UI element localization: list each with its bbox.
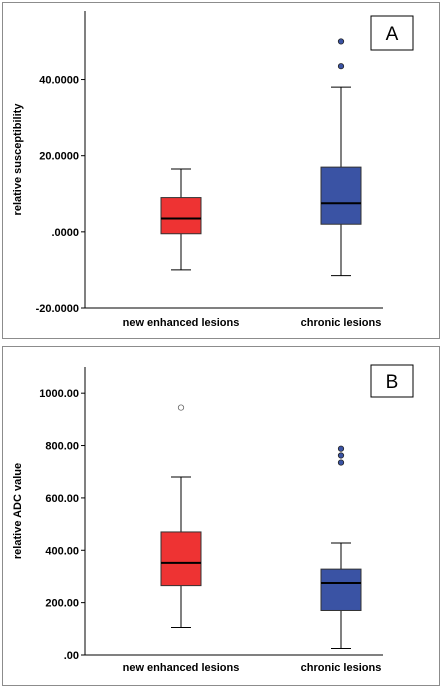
panel-letter: B xyxy=(386,372,399,393)
y-tick-label: -20.0000 xyxy=(36,303,79,315)
iqr-box xyxy=(160,531,202,587)
boxplot-a: -20.0000 .0000 20.0000 40.0000 relative susc… xyxy=(12,11,414,329)
y-axis-label: relative ADC value xyxy=(12,463,24,559)
box-group xyxy=(320,38,362,277)
iqr-box xyxy=(160,197,202,235)
panel-letter-box xyxy=(370,15,414,51)
box-group xyxy=(160,404,202,629)
chart-panel-b: .00 200.00 400.00 600.00 800.00 1000.00 relati… xyxy=(2,346,440,686)
y-tick-label: .00 xyxy=(64,650,79,662)
y-tick-label: 400.00 xyxy=(45,545,79,557)
category-label: new enhanced lesions xyxy=(123,317,240,329)
outlier-point xyxy=(337,452,345,459)
y-tick-label: 600.00 xyxy=(45,493,79,505)
category-label: new enhanced lesions xyxy=(123,662,240,674)
iqr-box xyxy=(320,568,362,611)
y-tick-label: 20.0000 xyxy=(39,151,79,163)
chart-panel-a: -20.0000 .0000 20.0000 40.0000 relative susc… xyxy=(2,2,440,339)
y-tick-label: 1000.00 xyxy=(39,388,79,400)
y-axis-label: relative susceptibility xyxy=(12,103,24,216)
y-tick-label: .0000 xyxy=(51,227,79,239)
iqr-box xyxy=(320,166,362,225)
box-group xyxy=(160,168,202,271)
outlier-point xyxy=(337,459,345,466)
boxplot-b: .00 200.00 400.00 600.00 800.00 1000.00 relati… xyxy=(12,364,414,674)
outlier-point xyxy=(337,38,345,45)
y-tick-label: 40.0000 xyxy=(39,75,79,87)
category-label: chronic lesions xyxy=(301,317,382,329)
y-tick-label: 800.00 xyxy=(45,441,79,453)
category-label: chronic lesions xyxy=(301,662,382,674)
outlier-point xyxy=(337,445,345,452)
outlier-point xyxy=(337,63,345,70)
box-group xyxy=(320,445,362,649)
y-tick-label: 200.00 xyxy=(45,598,79,610)
panel-letter-box xyxy=(370,364,414,398)
outlier-point xyxy=(177,404,185,411)
panel-letter: A xyxy=(386,24,399,45)
